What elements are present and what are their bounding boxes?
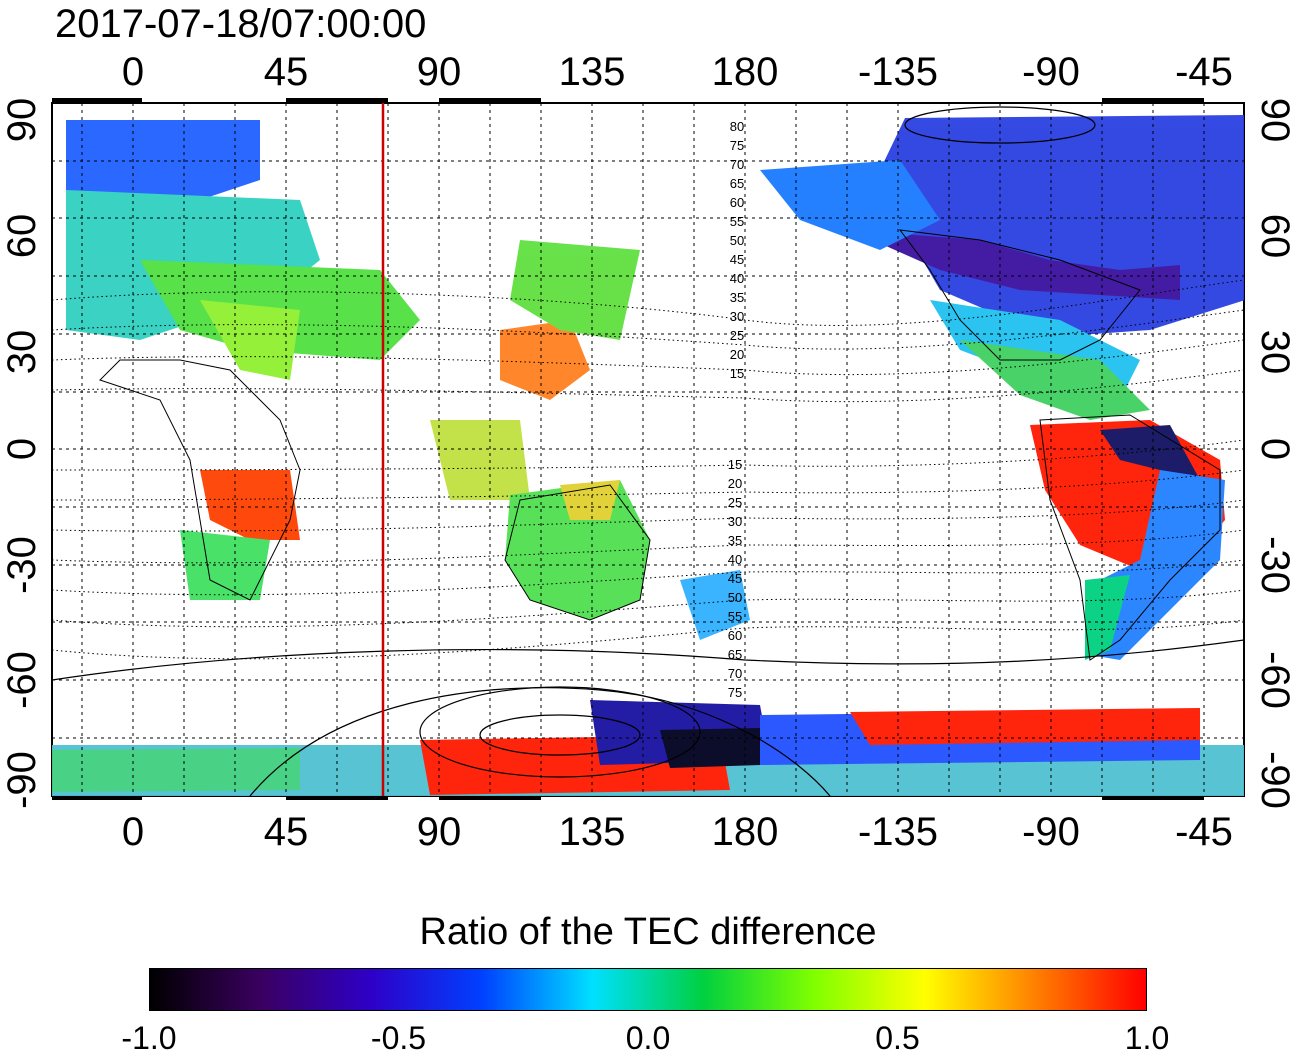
colorbar-tick: -1.0 [121, 1020, 177, 1056]
top-lon-tick: -45 [1175, 50, 1233, 94]
bottom-lon-tick: -45 [1175, 810, 1233, 854]
bottom-lon-tick: 0 [122, 810, 144, 854]
top-lon-tick: 0 [122, 50, 144, 94]
right-lat-tick: -60 [1253, 651, 1296, 709]
coastlines [99, 229, 1221, 661]
graticule [52, 103, 1244, 796]
left-latitude-ticks: 90 60 30 0 -30 -60 -90 [0, 98, 44, 809]
left-lat-tick: -90 [0, 751, 44, 809]
magnetic-contours [52, 279, 1244, 660]
right-lat-tick: 90 [1253, 98, 1296, 143]
right-lat-tick: -30 [1253, 536, 1296, 594]
contour-label: 55 [728, 609, 742, 624]
right-lat-tick: 30 [1253, 330, 1296, 375]
contour-label: 20 [730, 347, 744, 362]
left-lat-tick: 90 [0, 98, 44, 143]
contour-label: 25 [730, 328, 744, 343]
south-contour-labels: 15 20 25 30 35 40 45 50 55 60 65 70 75 [728, 457, 742, 700]
bottom-longitude-ticks: 0 45 90 135 180 -135 -90 -45 [122, 810, 1233, 854]
frame-edge-bars [52, 98, 1204, 800]
contour-label: 70 [728, 666, 742, 681]
contour-label: 60 [728, 628, 742, 643]
tec-data-layer [52, 115, 1244, 796]
contour-label: 25 [728, 495, 742, 510]
contour-label: 30 [730, 309, 744, 324]
contour-label: 30 [728, 514, 742, 529]
solid-contours [52, 106, 1244, 796]
colorbar-title: Ratio of the TEC difference [419, 911, 877, 953]
colorbar-tick: 1.0 [1124, 1020, 1170, 1056]
colorbar-tick: 0.0 [625, 1020, 671, 1056]
top-lon-tick: -90 [1022, 50, 1080, 94]
contour-label: 60 [730, 195, 744, 210]
left-lat-tick: -30 [0, 536, 44, 594]
right-lat-tick: 0 [1253, 438, 1296, 460]
bottom-lon-tick: -90 [1022, 810, 1080, 854]
contour-label: 45 [728, 571, 742, 586]
contour-label: 45 [730, 252, 744, 267]
colorbar-tick: -0.5 [370, 1020, 427, 1056]
contour-label: 65 [728, 647, 742, 662]
top-lon-tick: 45 [264, 50, 309, 94]
top-lon-tick: 180 [712, 50, 779, 94]
top-lon-tick: -135 [858, 50, 938, 94]
contour-label: 55 [730, 214, 744, 229]
left-lat-tick: 0 [0, 438, 44, 460]
bottom-lon-tick: -135 [858, 810, 938, 854]
contour-label: 50 [730, 233, 744, 248]
top-lon-tick: 90 [417, 50, 462, 94]
top-lon-tick: 135 [559, 50, 626, 94]
right-lat-tick: 60 [1253, 214, 1296, 259]
contour-label: 40 [728, 552, 742, 567]
contour-label: 35 [728, 533, 742, 548]
contour-label: 80 [730, 119, 744, 134]
contour-label: 65 [730, 176, 744, 191]
bottom-lon-tick: 135 [559, 810, 626, 854]
north-contour-labels: 80 75 70 65 60 55 50 45 40 35 30 25 20 15 [730, 119, 744, 381]
contour-label: 15 [730, 366, 744, 381]
bottom-lon-tick: 180 [712, 810, 779, 854]
contour-label: 15 [728, 457, 742, 472]
colorbar [149, 968, 1147, 1011]
contour-label: 75 [730, 138, 744, 153]
left-lat-tick: 60 [0, 214, 44, 259]
right-lat-tick: -90 [1253, 751, 1296, 809]
map-title: 2017-07-18/07:00:00 [55, 2, 427, 46]
contour-label: 20 [728, 476, 742, 491]
left-lat-tick: 30 [0, 330, 44, 375]
contour-label: 40 [730, 271, 744, 286]
right-latitude-ticks: 90 60 30 0 -30 -60 -90 [1253, 98, 1296, 809]
bottom-lon-tick: 45 [264, 810, 309, 854]
top-longitude-ticks: 0 45 90 135 180 -135 -90 -45 [122, 50, 1233, 94]
contour-label: 50 [728, 590, 742, 605]
bottom-lon-tick: 90 [417, 810, 462, 854]
contour-label: 75 [728, 685, 742, 700]
left-lat-tick: -60 [0, 651, 44, 709]
contour-label: 35 [730, 290, 744, 305]
colorbar-tick: 0.5 [875, 1020, 920, 1056]
contour-label: 70 [730, 157, 744, 172]
